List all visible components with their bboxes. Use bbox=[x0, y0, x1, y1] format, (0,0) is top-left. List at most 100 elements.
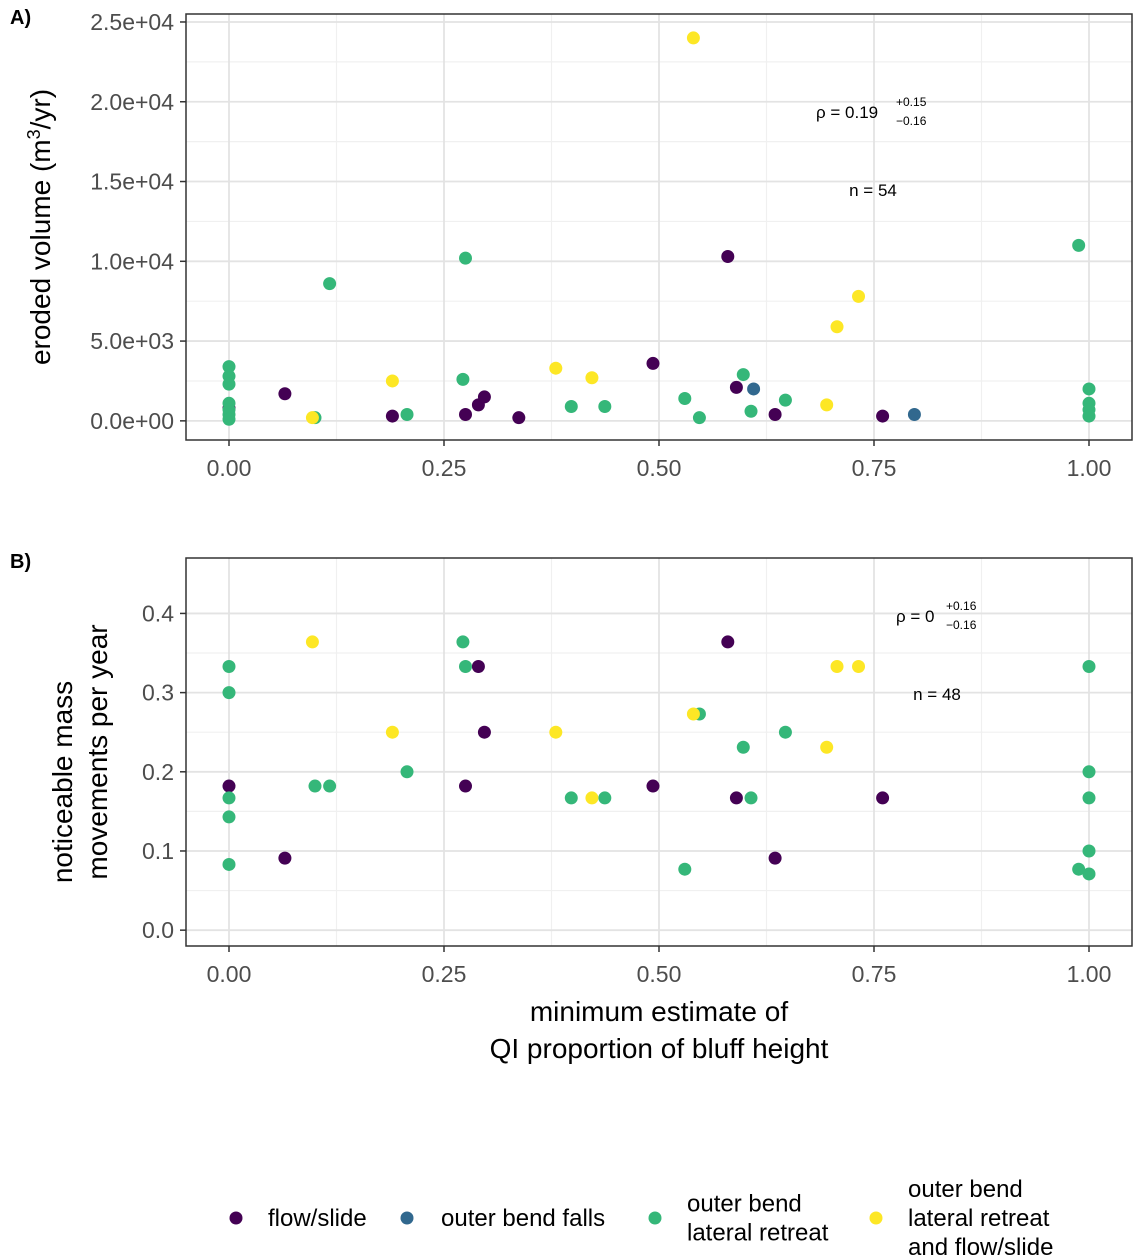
panel-a-y-tick-label: 1.0e+04 bbox=[90, 248, 174, 274]
panel-a-point bbox=[744, 404, 758, 418]
panel-b-x-tick-label: 0.50 bbox=[637, 961, 682, 987]
panel-b-point bbox=[876, 791, 890, 805]
panel-b-point bbox=[222, 810, 236, 824]
legend-label-1-line-1: flow/slide bbox=[268, 1205, 367, 1232]
panel-a-grid bbox=[186, 14, 1132, 440]
panel-b-y-tick-label: 0.1 bbox=[142, 838, 174, 864]
panel-b-grid bbox=[186, 558, 1132, 946]
panel-a-point bbox=[876, 409, 890, 423]
panel-b-point bbox=[744, 791, 758, 805]
panel-b-y-axis-title-line1: noticeable mass bbox=[47, 681, 78, 883]
panel-b-ticks: 0.00 0.25 0.50 0.75 1.00 0.0 0.1 0.2 0.3 0.4 bbox=[142, 600, 1111, 987]
panel-b-point bbox=[646, 779, 660, 793]
panel-b-x-tick-label: 0.00 bbox=[207, 961, 252, 987]
panel-a-x-tick-label: 0.00 bbox=[207, 455, 252, 481]
panel-b-x-tick-label: 0.25 bbox=[422, 961, 467, 987]
panel-b-point bbox=[564, 791, 578, 805]
panel-a-point bbox=[585, 371, 599, 385]
panel-b-y-tick-label: 0.3 bbox=[142, 680, 174, 706]
panel-b-point bbox=[778, 725, 792, 739]
panel-a-point bbox=[385, 409, 399, 423]
panel-b-y-axis-title-line2: movements per year bbox=[82, 624, 113, 879]
panel-b-point bbox=[459, 659, 472, 673]
panel-b-y-tick-label: 0.0 bbox=[142, 917, 174, 943]
panel-b-point bbox=[598, 791, 612, 805]
panel-b-n: n = 48 bbox=[913, 685, 961, 704]
panel-a-point bbox=[385, 374, 399, 388]
panel-a-y-tick-label: 2.0e+04 bbox=[90, 89, 174, 115]
panel-b-point bbox=[222, 791, 236, 805]
panel-a-point bbox=[459, 407, 472, 421]
panel-a-ylabel-main: eroded volume (m bbox=[25, 139, 56, 365]
panel-a-point bbox=[1072, 238, 1086, 252]
panel-b-label: B) bbox=[10, 551, 31, 573]
panel-b-point bbox=[456, 635, 470, 649]
panel-b-point bbox=[222, 857, 236, 871]
panel-a-rho-prefix: ρ = bbox=[816, 103, 845, 122]
panel-a-point bbox=[1082, 382, 1096, 396]
panel-a-point bbox=[323, 277, 337, 291]
panel-b-rho-plus: +0.16 bbox=[946, 599, 977, 613]
panel-b-point bbox=[477, 725, 491, 739]
panel-a-point bbox=[852, 289, 866, 303]
panel-a-point bbox=[222, 377, 236, 391]
panel-a-point bbox=[729, 380, 743, 394]
panel-a-y-tick-label: 1.5e+04 bbox=[90, 169, 174, 195]
panel-a-rho-minus: −0.16 bbox=[896, 114, 927, 128]
panel-b-point bbox=[1082, 844, 1096, 858]
panel-a-point bbox=[736, 368, 750, 382]
legend-key-4 bbox=[869, 1211, 883, 1225]
panel-b-point bbox=[385, 725, 399, 739]
legend-label-4-line-1: outer bend bbox=[908, 1176, 1023, 1203]
panel-a-point bbox=[686, 31, 700, 45]
panel-a-point bbox=[222, 412, 236, 426]
legend-label-4-line-2: lateral retreat bbox=[908, 1205, 1050, 1232]
panel-b-point bbox=[222, 659, 236, 673]
panel-a-n: n = 54 bbox=[849, 181, 897, 200]
panel-b-point bbox=[400, 765, 414, 779]
legend-label-4-line-3: and flow/slide bbox=[908, 1234, 1053, 1259]
x-axis-title-line1: minimum estimate of bbox=[530, 996, 789, 1027]
panel-a-x-tick-label: 0.25 bbox=[422, 455, 467, 481]
panel-b-rho-minus: −0.16 bbox=[946, 618, 977, 632]
panel-b-point bbox=[729, 791, 743, 805]
panel-b: B) 0.00 0.25 0.50 0.75 1.00 0.0 0.1 0.2 0.3 0.4 ρ… bbox=[10, 551, 1133, 1064]
panel-a-x-tick-label: 0.75 bbox=[852, 455, 897, 481]
legend-key-1 bbox=[229, 1211, 243, 1225]
panel-a-point bbox=[830, 320, 844, 334]
panel-b-point bbox=[820, 740, 834, 754]
panel-a-ticks: 0.00 0.25 0.50 0.75 1.00 0.0e+00 5.0e+03 1.0e+0… bbox=[90, 9, 1111, 481]
panel-b-point bbox=[721, 635, 735, 649]
legend-key-3 bbox=[648, 1211, 662, 1225]
panel-b-rho: ρ = 0 bbox=[896, 607, 935, 626]
panel-a-point bbox=[747, 382, 761, 396]
panel-a-point bbox=[564, 399, 578, 413]
panel-a-point bbox=[907, 407, 921, 421]
panel-a-rho-value: 0.19 bbox=[845, 103, 878, 122]
panel-a-y-tick-label: 0.0e+00 bbox=[90, 408, 174, 434]
panel-b-point bbox=[768, 851, 782, 865]
legend-label-3-line-2: lateral retreat bbox=[687, 1220, 829, 1247]
panel-a-points bbox=[222, 31, 1096, 426]
panel-a-point bbox=[646, 356, 660, 370]
legend-key-2 bbox=[400, 1211, 414, 1225]
panel-b-rho-value: 0 bbox=[925, 607, 934, 626]
panel-b-point bbox=[678, 862, 692, 876]
panel-a-point bbox=[456, 372, 470, 386]
panel-a: A) 0.00 0.25 0.50 0.75 1.00 0.0e+00 5.0e+03 1.0… bbox=[10, 7, 1133, 481]
panel-a-point bbox=[768, 407, 782, 421]
panel-b-point bbox=[686, 707, 700, 721]
panel-a-point bbox=[278, 387, 292, 401]
panel-a-point bbox=[1082, 409, 1096, 423]
panel-a-point bbox=[222, 360, 236, 374]
x-axis-title-line2: QI proportion of bluff height bbox=[490, 1033, 829, 1064]
panel-b-rho-prefix: ρ = bbox=[896, 607, 925, 626]
panel-b-x-tick-label: 1.00 bbox=[1067, 961, 1112, 987]
panel-b-point bbox=[305, 635, 319, 649]
panel-b-x-tick-label: 0.75 bbox=[852, 961, 897, 987]
panel-a-x-tick-label: 0.50 bbox=[637, 455, 682, 481]
panel-a-point bbox=[692, 411, 706, 425]
panel-b-point bbox=[471, 659, 485, 673]
panel-a-point bbox=[459, 251, 472, 265]
